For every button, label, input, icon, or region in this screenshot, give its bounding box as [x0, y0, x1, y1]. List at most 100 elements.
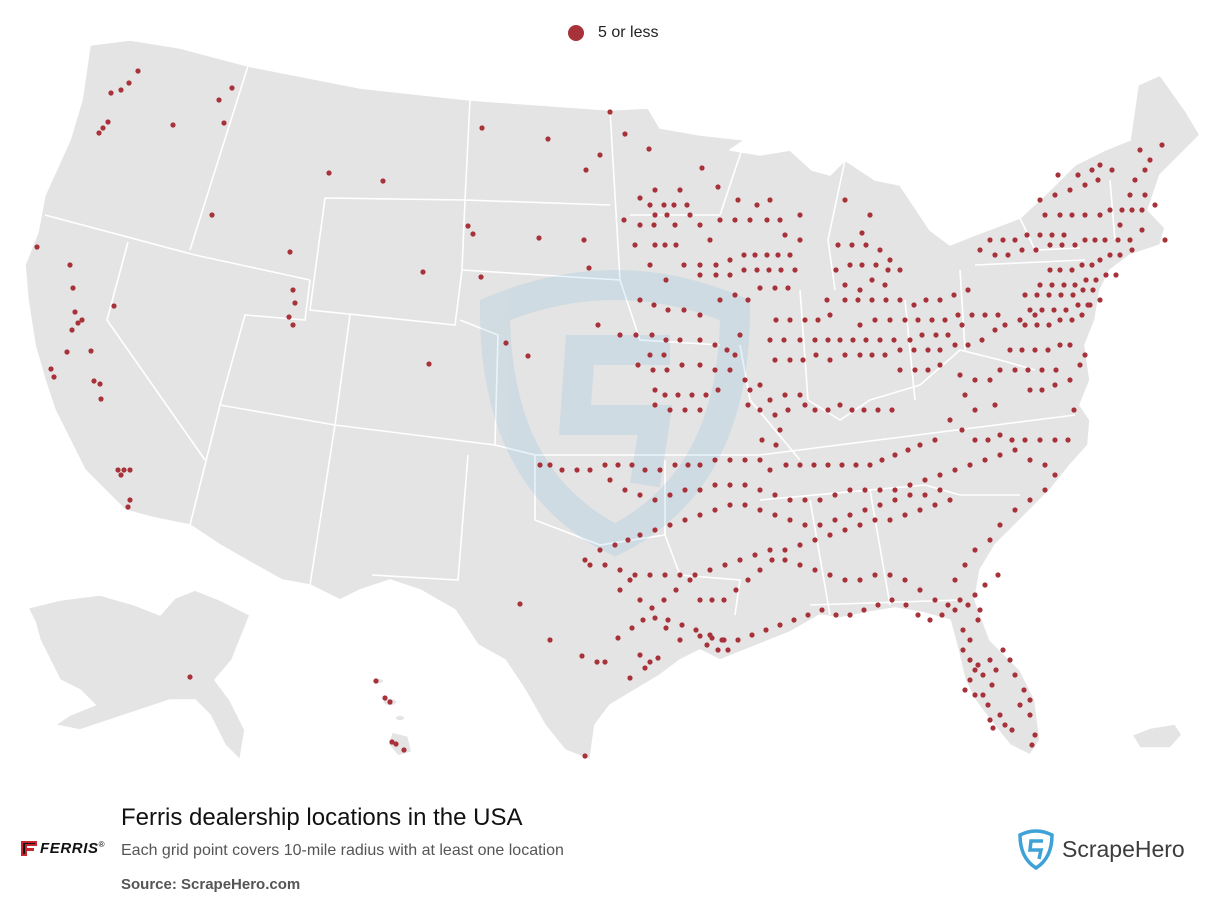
- location-dot: [839, 462, 845, 468]
- location-dot: [747, 217, 753, 223]
- location-dot: [887, 517, 893, 523]
- location-dot: [850, 337, 856, 343]
- location-dot: [127, 497, 133, 503]
- location-dot: [972, 437, 978, 443]
- location-dot: [833, 267, 839, 273]
- location-dot: [1065, 437, 1071, 443]
- location-dot: [959, 427, 965, 433]
- location-dot: [957, 597, 963, 603]
- location-dot: [992, 402, 998, 408]
- location-dot: [1053, 367, 1059, 373]
- location-dot: [975, 617, 981, 623]
- location-dot: [621, 217, 627, 223]
- location-dot: [1127, 192, 1133, 198]
- source-text: Source: ScrapeHero.com: [121, 876, 301, 893]
- location-dot: [859, 230, 865, 236]
- location-dot: [773, 442, 779, 448]
- location-dot: [682, 517, 688, 523]
- location-dot: [1032, 732, 1038, 738]
- location-dot: [967, 657, 973, 663]
- location-dot: [727, 272, 733, 278]
- location-dot: [697, 597, 703, 603]
- location-dot: [1027, 497, 1033, 503]
- location-dot: [797, 462, 803, 468]
- location-dot: [764, 217, 770, 223]
- location-dot: [640, 617, 646, 623]
- location-dot: [872, 572, 878, 578]
- location-dot: [1007, 657, 1013, 663]
- location-dot: [952, 467, 958, 473]
- location-dot: [1052, 192, 1058, 198]
- location-dot: [652, 242, 658, 248]
- location-dot: [969, 312, 975, 318]
- location-dot: [615, 462, 621, 468]
- location-dot: [967, 462, 973, 468]
- location-dot: [859, 262, 865, 268]
- location-dot: [652, 497, 658, 503]
- location-dot: [842, 297, 848, 303]
- location-dot: [962, 687, 968, 693]
- location-dot: [777, 217, 783, 223]
- location-dot: [1067, 342, 1073, 348]
- location-dot: [67, 262, 73, 268]
- location-dot: [842, 282, 848, 288]
- location-dot: [652, 387, 658, 393]
- location-dot: [617, 332, 623, 338]
- location-dot: [862, 487, 868, 493]
- location-dot: [1077, 362, 1083, 368]
- location-dot: [1097, 162, 1103, 168]
- location-dot: [875, 602, 881, 608]
- location-dot: [607, 109, 613, 115]
- location-dot: [1042, 487, 1048, 493]
- location-dot: [127, 467, 133, 473]
- location-dot: [732, 292, 738, 298]
- location-dot: [837, 337, 843, 343]
- location-dot: [897, 267, 903, 273]
- location-dot: [772, 357, 778, 363]
- location-dot: [892, 497, 898, 503]
- location-dot: [797, 337, 803, 343]
- location-dot: [1032, 347, 1038, 353]
- location-dot: [389, 739, 395, 745]
- location-dot: [1033, 247, 1039, 253]
- location-dot: [652, 212, 658, 218]
- location-dot: [1042, 212, 1048, 218]
- location-dot: [767, 397, 773, 403]
- location-dot: [697, 337, 703, 343]
- location-dot: [749, 632, 755, 638]
- location-dot: [737, 557, 743, 563]
- location-dot: [802, 497, 808, 503]
- puerto-rico-shape: [1131, 723, 1183, 749]
- location-dot: [1037, 197, 1043, 203]
- location-dot: [1061, 282, 1067, 288]
- location-dot: [915, 612, 921, 618]
- location-dot: [842, 197, 848, 203]
- location-dot: [867, 212, 873, 218]
- location-dot: [965, 602, 971, 608]
- location-dot: [665, 617, 671, 623]
- location-dot: [977, 607, 983, 613]
- location-dot: [1027, 712, 1033, 718]
- location-dot: [815, 317, 821, 323]
- location-dot: [1067, 187, 1073, 193]
- location-dot: [677, 337, 683, 343]
- location-dot: [1109, 167, 1115, 173]
- location-dot: [825, 462, 831, 468]
- location-dot: [684, 202, 690, 208]
- location-dot: [752, 252, 758, 258]
- location-dot: [64, 349, 70, 355]
- location-dot: [857, 577, 863, 583]
- location-dot: [1139, 207, 1145, 213]
- location-dot: [704, 642, 710, 648]
- location-dot: [1113, 272, 1119, 278]
- location-dot: [629, 462, 635, 468]
- location-dot: [972, 547, 978, 553]
- location-dot: [681, 307, 687, 313]
- location-dot: [1000, 647, 1006, 653]
- location-dot: [681, 262, 687, 268]
- location-dot: [712, 367, 718, 373]
- location-dot: [373, 678, 379, 684]
- location-dot: [1097, 297, 1103, 303]
- location-dot: [945, 332, 951, 338]
- location-dot: [1034, 292, 1040, 298]
